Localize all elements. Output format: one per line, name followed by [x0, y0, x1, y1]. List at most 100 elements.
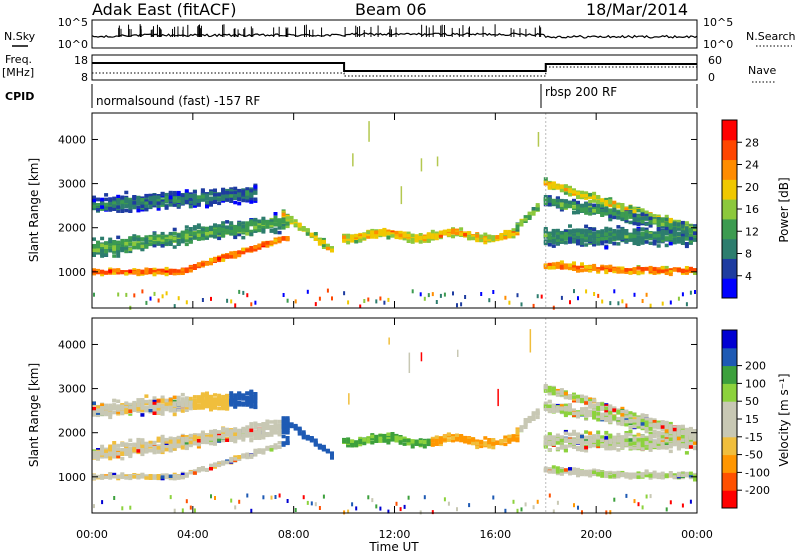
echo-cell — [96, 408, 100, 412]
echo-cell — [172, 238, 177, 242]
echo-cell — [563, 229, 568, 234]
echo-cell — [112, 271, 117, 275]
echo-cell — [410, 237, 415, 242]
nsearch-tick-bottom: 10^0 — [703, 38, 733, 51]
echo-cell — [241, 438, 246, 442]
echo-cell — [559, 198, 564, 203]
echo-cell — [180, 201, 185, 205]
echo-cell — [281, 212, 286, 217]
echo-cell — [576, 228, 580, 232]
echo-cell — [168, 235, 173, 240]
echo-cell — [233, 250, 238, 255]
echo-cell — [225, 198, 230, 202]
echo-cell — [116, 246, 121, 251]
echo-cell — [430, 235, 435, 239]
echo-cell — [140, 198, 145, 202]
echo-cell — [359, 304, 362, 309]
echo-cell — [238, 499, 241, 504]
echo-cell — [245, 399, 250, 403]
echo-cell — [656, 218, 661, 222]
echo-cell — [640, 216, 645, 221]
echo-cell — [451, 436, 455, 440]
echo-cell — [229, 391, 234, 395]
echo-cell — [92, 413, 96, 417]
echo-cell — [648, 213, 653, 217]
echo-cell — [604, 204, 609, 208]
echo-cell — [418, 438, 423, 442]
echo-cell — [580, 241, 584, 246]
echo-cell — [543, 233, 548, 238]
echo-cell — [265, 241, 270, 245]
echo-cell — [184, 403, 189, 408]
echo-cell — [209, 397, 213, 402]
echo-cell — [192, 225, 197, 229]
echo-cell — [229, 197, 234, 201]
echo-cell — [209, 434, 213, 438]
echo-cell — [576, 200, 580, 205]
echo-cell — [616, 269, 621, 273]
echo-cell — [321, 444, 326, 449]
echo-cell — [233, 188, 238, 192]
echo-cell — [120, 456, 125, 461]
echo-cell — [140, 413, 145, 417]
echo-cell — [515, 228, 520, 232]
echo-cell — [604, 232, 609, 236]
echo-cell — [322, 494, 325, 499]
echo-cell — [172, 198, 177, 203]
echo-cell — [120, 246, 125, 251]
nave-tick-top: 60 — [708, 54, 722, 67]
echo-cell — [112, 207, 117, 211]
echo-cell — [446, 432, 451, 436]
echo-cell — [116, 404, 121, 408]
echo-cell — [588, 231, 593, 236]
echo-cell — [92, 244, 96, 248]
echo-cell — [294, 299, 297, 304]
echo-cell — [229, 253, 234, 257]
echo-cell — [188, 433, 193, 438]
echo-cell — [221, 258, 226, 262]
echo-cell — [293, 223, 298, 227]
echo-cell — [262, 495, 265, 500]
echo-cell — [209, 228, 213, 232]
echo-cell — [221, 221, 226, 225]
nsearch-tick-top: 10^5 — [703, 16, 733, 29]
echo-cell — [608, 268, 613, 273]
echo-cell — [176, 269, 181, 273]
echo-cell — [446, 438, 451, 442]
echo-cell — [152, 199, 157, 204]
echo-cell — [116, 194, 121, 199]
echo-cell — [196, 399, 201, 404]
echo-cell — [672, 235, 677, 240]
echo-cell — [205, 236, 209, 240]
echo-cell — [116, 201, 121, 205]
echo-cell — [576, 241, 580, 246]
echo-cell — [120, 209, 125, 213]
echo-cell — [261, 431, 266, 436]
echo-cell — [261, 226, 266, 230]
echo-cell — [640, 227, 645, 231]
echo-cell — [168, 443, 173, 448]
echo-cell — [387, 509, 390, 514]
echo-cell — [568, 189, 572, 193]
echo-cell — [680, 227, 685, 231]
echo-cell — [378, 434, 383, 438]
echo-cell — [160, 406, 165, 410]
echo-cell — [153, 291, 156, 296]
echo-cell — [563, 263, 568, 267]
echo-cell — [418, 442, 423, 447]
echo-cell — [180, 409, 185, 413]
echo-cell — [156, 399, 161, 403]
echo-cell — [563, 187, 568, 192]
echo-cell — [196, 263, 201, 267]
echo-cell — [347, 509, 350, 514]
echo-cell — [233, 455, 238, 459]
echo-cell — [160, 268, 165, 273]
echo-cell — [624, 233, 629, 238]
echo-cell — [676, 232, 681, 236]
echo-cell — [233, 393, 238, 398]
echo-cell — [184, 200, 189, 204]
echo-cell — [604, 269, 609, 273]
echo-cell — [676, 236, 681, 240]
colorbar-block — [722, 139, 737, 161]
echo-cell — [592, 233, 597, 238]
